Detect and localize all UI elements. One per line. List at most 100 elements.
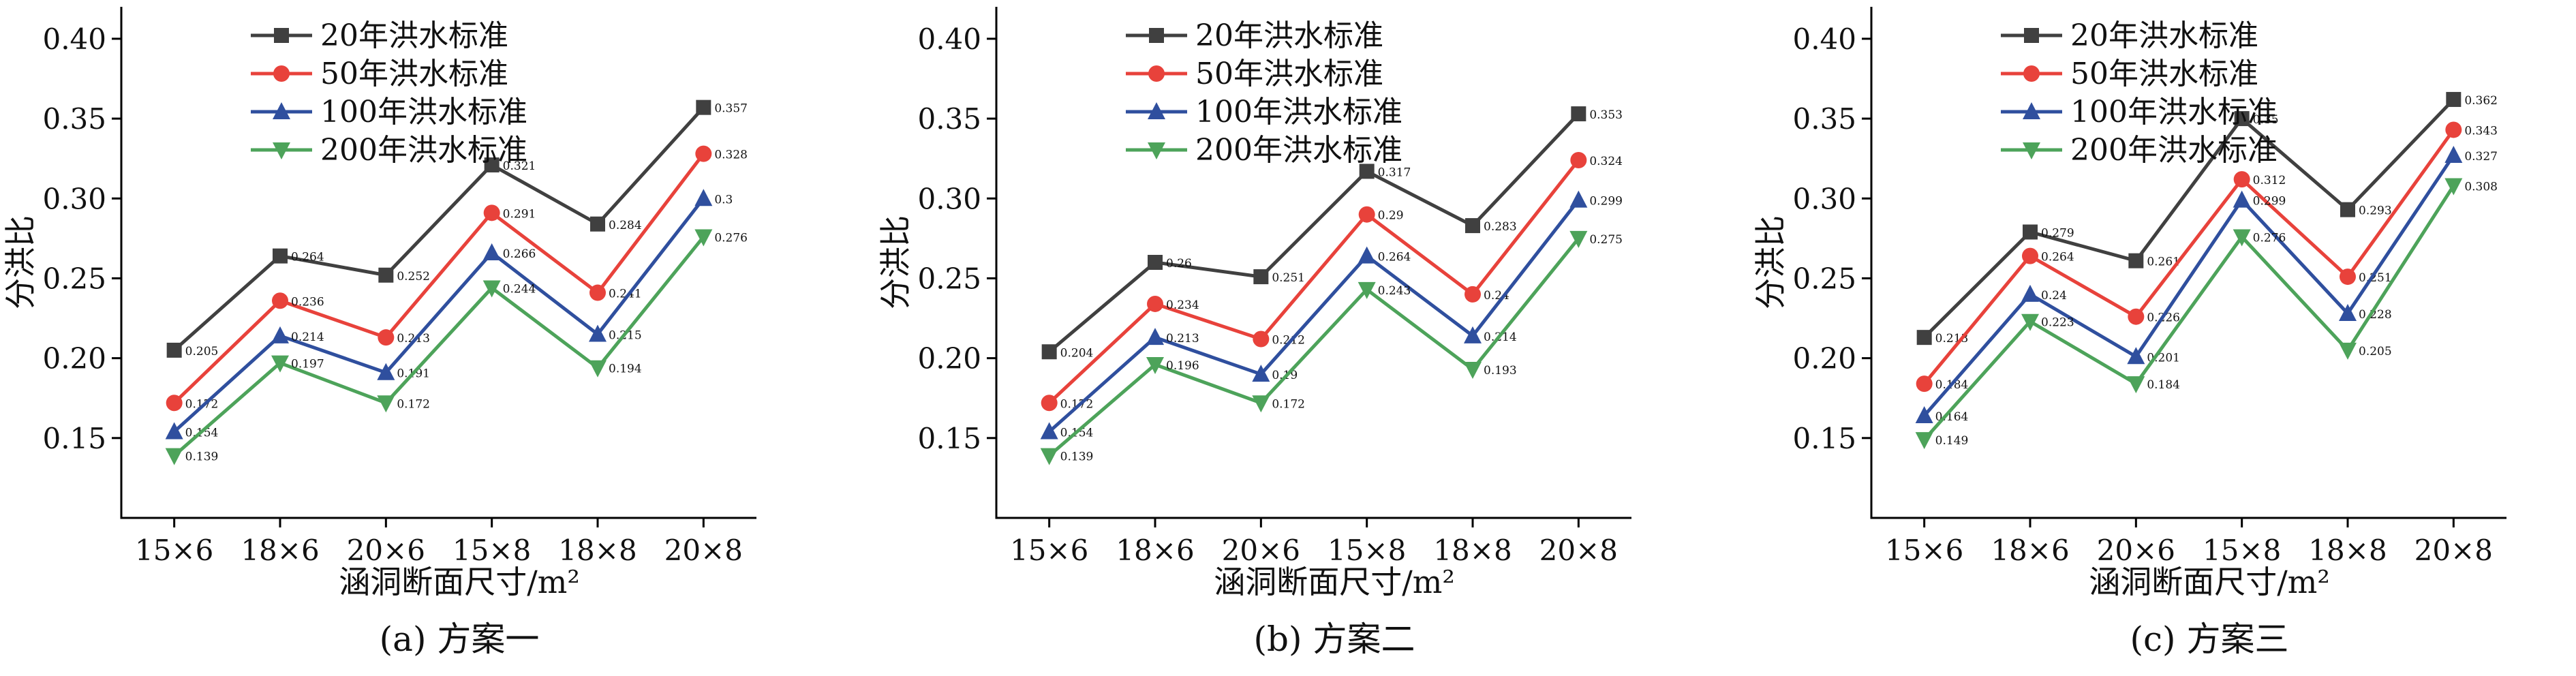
y-tick-label: 0.35 [42,102,106,136]
x-tick-label: 18×6 [1116,534,1194,567]
legend-label: 50年洪水标准 [320,57,508,91]
data-point [1570,152,1587,168]
data-label: 0.353 [1589,108,1623,122]
x-tick-label: 15×8 [2203,534,2281,567]
x-tick-label: 20×8 [664,534,743,567]
data-point [1915,432,1933,450]
x-tick-label: 15×8 [453,534,531,567]
x-tick-label: 15×6 [1885,534,1963,567]
data-label: 0.293 [2359,204,2392,218]
y-tick-label: 0.15 [917,422,981,455]
legend-marker [273,65,290,82]
data-label: 0.214 [291,331,324,344]
data-label: 0.328 [714,149,748,162]
y-tick-label: 0.20 [42,342,106,375]
y-tick-label: 0.35 [1792,102,1856,136]
data-label: 0.299 [2253,195,2286,209]
data-label: 0.236 [291,295,324,309]
legend-label: 100年洪水标准 [1195,95,1402,129]
data-label: 0.264 [2041,251,2074,264]
y-tick-label: 0.15 [42,422,106,455]
data-point [2128,308,2145,325]
y-tick-label: 0.25 [1792,262,1856,295]
data-label: 0.279 [2041,226,2074,240]
data-label: 0.26 [1166,257,1192,271]
series-line-4 [1922,185,2455,441]
legend-label: 200年洪水标准 [320,133,527,168]
panel-caption: (b) 方案二 [1254,619,1415,659]
data-point [1569,230,1588,248]
data-label: 0.29 [1378,209,1404,223]
data-label: 0.357 [714,102,748,116]
data-point [590,216,605,232]
data-label: 0.299 [1589,195,1623,209]
data-point [271,355,289,373]
data-point [1252,395,1270,413]
data-label: 0.327 [2464,150,2498,164]
legend-marker [1148,102,1165,119]
data-point [2446,91,2462,107]
series-line-2 [1922,129,2455,385]
data-point [1253,269,1269,285]
data-label: 0.276 [714,232,748,245]
data-point [1146,357,1164,374]
data-label: 0.251 [2359,271,2392,285]
data-point [589,284,606,301]
data-label: 0.24 [2041,289,2067,303]
data-point [2340,202,2355,217]
series-line-3 [1048,199,1580,433]
data-label: 0.197 [291,358,324,371]
data-point [2444,145,2463,163]
data-point [2445,121,2462,138]
data-point [1358,206,1375,223]
data-label: 0.283 [1484,220,1517,234]
legend-marker [273,102,290,119]
data-point [2339,342,2357,360]
legend-label: 100年洪水标准 [2070,95,2278,129]
data-label: 0.251 [1272,271,1305,285]
data-point [482,243,501,260]
data-label: 0.308 [2464,181,2498,194]
legend-marker [2024,28,2039,43]
data-label: 0.324 [1589,155,1623,168]
axes-frame [120,7,756,519]
data-point [271,326,289,343]
data-label: 0.196 [1166,359,1199,373]
legend-label: 50年洪水标准 [1195,57,1383,91]
legend-marker [273,142,290,159]
data-label: 0.243 [1378,284,1411,298]
y-axis-title: 分洪比 [877,215,914,309]
data-label: 0.194 [609,363,642,376]
data-point [2233,171,2250,188]
data-label: 0.213 [1166,332,1199,345]
data-point [2339,304,2357,321]
data-label: 0.213 [397,332,430,345]
y-axis-title: 分洪比 [1752,215,1789,309]
legend-marker [2023,65,2040,82]
data-point [273,248,288,264]
data-label: 0.193 [1484,364,1517,378]
data-point [484,157,500,173]
data-point [165,448,183,465]
data-label: 0.139 [1060,450,1094,464]
y-tick-label: 0.30 [917,182,981,215]
data-point [2444,178,2463,196]
data-point [1252,365,1270,382]
legend-marker [1148,142,1165,159]
series-line-1 [173,106,705,352]
series-line-3 [1922,154,2455,417]
x-tick-label: 18×6 [241,534,319,567]
x-axis-title: 涵洞断面尺寸/m² [2089,564,2330,600]
data-point [2023,224,2038,240]
data-label: 0.252 [397,270,430,283]
data-point [1464,362,1482,380]
data-point [2127,376,2145,394]
y-tick-label: 0.30 [1792,182,1856,215]
x-axis-title: 涵洞断面尺寸/m² [339,564,580,600]
data-point [2234,111,2250,127]
series-line-1 [1048,112,1580,354]
data-point [377,363,395,380]
data-point [377,395,395,413]
x-tick-label: 18×8 [2308,534,2387,567]
